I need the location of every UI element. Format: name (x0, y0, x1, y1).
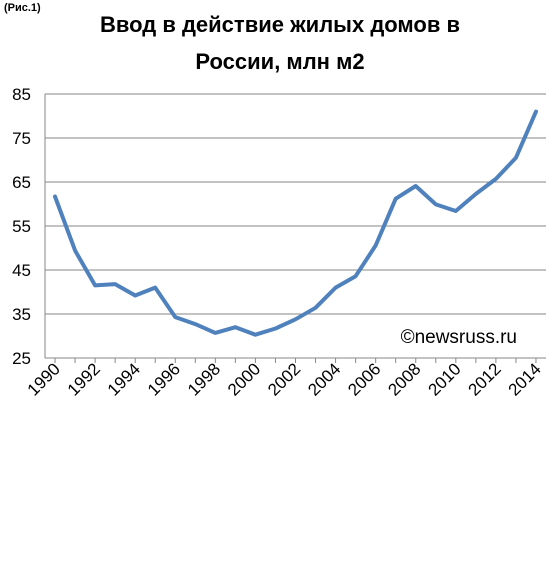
data-point-2000 (253, 333, 257, 337)
y-tick-label: 85 (12, 85, 31, 104)
data-series (53, 109, 538, 337)
data-point-2013 (514, 156, 518, 160)
data-point-1996 (173, 315, 177, 319)
data-point-1999 (233, 325, 237, 329)
x-tick-labels: 1990 1992 1994 1996 1998 2000 2002 2004 2006 2008… (24, 359, 545, 399)
data-point-2006 (374, 243, 378, 247)
y-tick-label: 35 (12, 305, 31, 324)
data-point-2008 (414, 184, 418, 188)
x-tick-label: 2010 (424, 359, 464, 399)
data-point-1990 (53, 195, 57, 199)
data-point-2003 (314, 306, 318, 310)
x-tick-label: 2004 (304, 359, 344, 399)
y-tick-label: 25 (12, 349, 31, 368)
data-point-1993 (113, 282, 117, 286)
x-tick-label: 1992 (64, 359, 104, 399)
data-point-2007 (394, 197, 398, 201)
x-tick-label: 2012 (465, 359, 505, 399)
data-point-2012 (494, 177, 498, 181)
x-tick-label: 2000 (224, 359, 264, 399)
x-tick-label: 2006 (344, 359, 384, 399)
y-tick-labels: 25 35 45 55 65 75 85 (12, 85, 31, 368)
data-point-2009 (434, 202, 438, 206)
data-point-2011 (474, 192, 478, 196)
data-point-2005 (354, 274, 358, 278)
data-point-1994 (133, 294, 137, 298)
data-point-2004 (334, 286, 338, 290)
data-point-1992 (93, 283, 97, 287)
x-tick-label: 2008 (384, 359, 424, 399)
data-point-2014 (534, 110, 538, 114)
series-line (53, 109, 538, 337)
y-tick-label: 55 (12, 217, 31, 236)
chart-title: Ввод в действие жилых домов в России, мл… (99, 12, 461, 74)
gridlines (45, 93, 546, 315)
x-tick-label: 2014 (505, 359, 545, 399)
x-tick-label: 2002 (264, 359, 304, 399)
x-tick-label: 1996 (144, 359, 184, 399)
data-point-2001 (273, 327, 277, 331)
x-tick-label: 1998 (184, 359, 224, 399)
y-tick-label: 45 (12, 261, 31, 280)
axes (44, 94, 546, 363)
x-tick-label: 1994 (104, 359, 144, 399)
y-tick-label: 65 (12, 173, 31, 192)
data-point-1995 (153, 286, 157, 290)
data-point-2010 (454, 209, 458, 213)
data-point-1997 (193, 322, 197, 326)
y-tick-label: 75 (12, 129, 31, 148)
data-point-1991 (73, 249, 77, 253)
data-point-1998 (213, 331, 217, 335)
watermark-text: ©newsruss.ru (401, 327, 517, 348)
data-point-2002 (294, 317, 298, 321)
figure-label: (Рис.1) (4, 2, 41, 14)
